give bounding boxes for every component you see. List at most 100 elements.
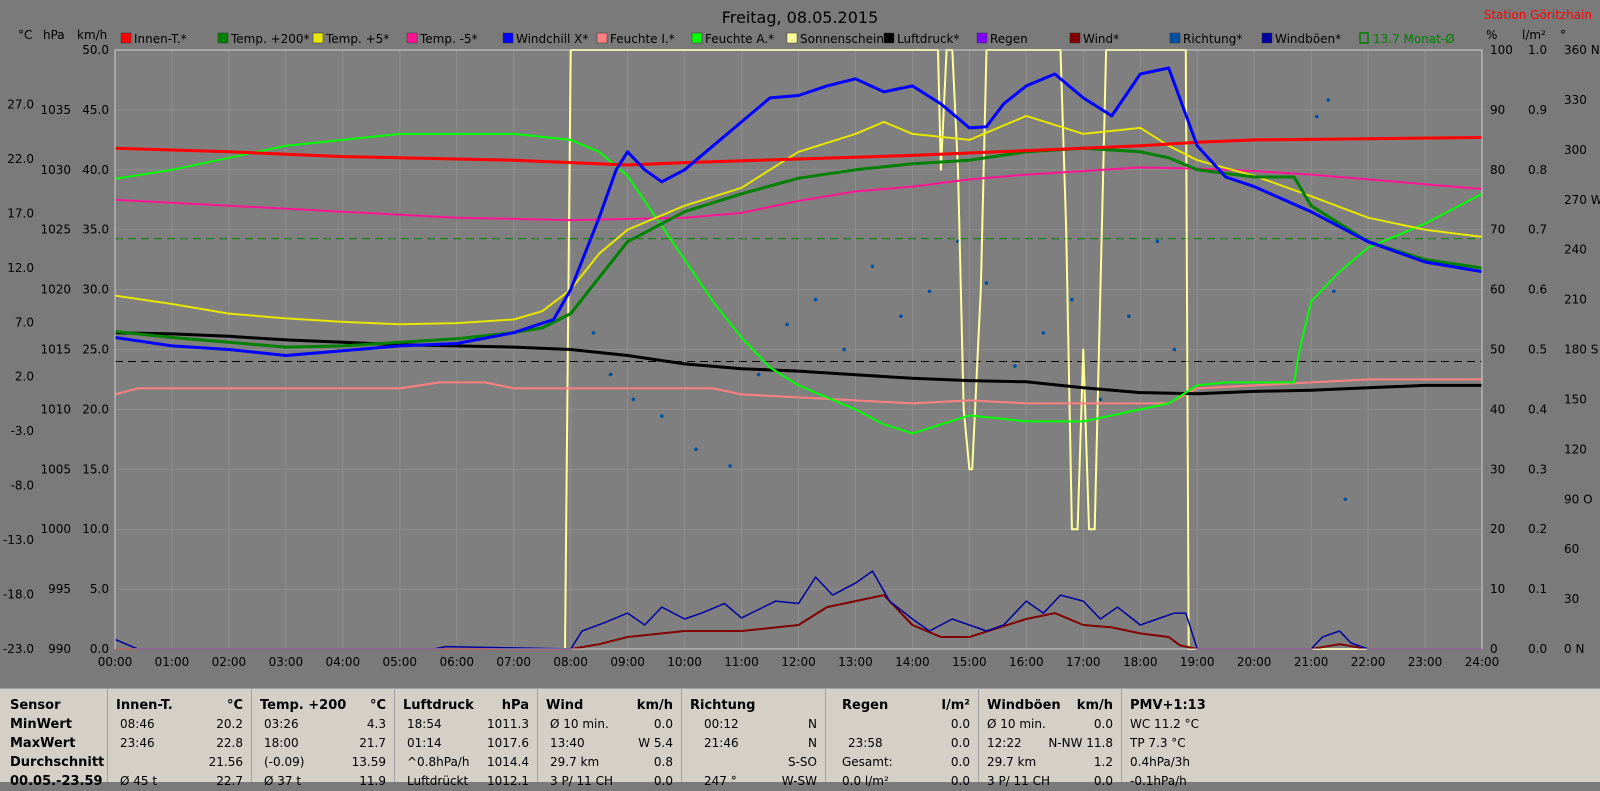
richtung-point — [1326, 98, 1331, 102]
temp200-max-time: 18:00 — [264, 736, 299, 750]
innen-avg-value: 21.56 — [208, 755, 243, 769]
kmh-tick-label: 30.0 — [82, 283, 109, 297]
wind-extra-value: 0.0 — [653, 774, 673, 788]
richtung-point — [591, 331, 596, 335]
wind-header: Wind — [546, 698, 584, 713]
richtung-max-time: 21:46 — [704, 736, 739, 750]
rain-tick-label: 0.6 — [1528, 283, 1547, 297]
hpa-tick-label: 1005 — [40, 462, 71, 476]
summary-regen-panel: Regen l/m² 0.0 23:58 0.0 Gesamt: 0.0 0.0 l/… — [826, 689, 979, 788]
chart-title: Freitag, 08.05.2015 — [722, 8, 879, 27]
summary-wind-panel: Wind km/h Ø 10 min. 0.0 13:40 W 5.4 29.7 km… — [538, 689, 682, 788]
summary-richtung-panel: Richtung 00:12 N 21:46 N S-SO 247 ° W-SW — [682, 689, 826, 788]
rain-tick-label: 0.7 — [1528, 223, 1547, 237]
x-tick-label: 00:00 — [98, 655, 133, 669]
percent-tick-label: 90 — [1490, 103, 1505, 117]
regen-max-time: 23:58 — [848, 736, 883, 750]
windboeen-min-time: Ø 10 min. — [987, 717, 1046, 731]
direction-tick-label: 360 N — [1564, 43, 1600, 57]
x-tick-label: 13:00 — [838, 655, 873, 669]
x-tick-label: 09:00 — [610, 655, 645, 669]
temp-tick-label: -13.0 — [3, 533, 34, 547]
richtung-point — [842, 347, 846, 352]
temp200-header: Temp. +200 — [260, 698, 347, 713]
temp-tick-label: -8.0 — [11, 479, 34, 493]
legend-label: Sonnenschein — [800, 32, 884, 46]
legend-label: Temp. +5* — [325, 32, 389, 46]
x-tick-label: 21:00 — [1294, 655, 1329, 669]
wind-distance: 29.7 km — [550, 755, 600, 769]
wind-max-time: 13:40 — [550, 736, 585, 750]
x-tick-label: 22:00 — [1351, 655, 1386, 669]
innen-min-value: 20.2 — [216, 717, 243, 731]
windboeen-unit: km/h — [1076, 698, 1113, 713]
data-series — [114, 49, 1483, 650]
richtung-point — [1343, 497, 1348, 502]
luftdruck-max-time: 01:14 — [407, 736, 442, 750]
summary-table: Sensor MinWert MaxWert Durchschnitt 00.0… — [0, 688, 1600, 789]
temp-tick-label: -18.0 — [3, 588, 34, 602]
temp-tick-label: -3.0 — [11, 424, 34, 438]
direction-tick-label: 180 S — [1564, 343, 1598, 357]
richtung-point — [660, 414, 664, 418]
luftdruck-min-value: 1011.3 — [487, 717, 529, 731]
windboeen-extra-note: 3 P/ 11 CH — [987, 774, 1051, 788]
direction-tick-label: 240 — [1564, 243, 1587, 257]
temp-tick-label: 17.0 — [7, 206, 34, 220]
direction-tick-label: 150 — [1564, 392, 1587, 406]
temp-tick-label: 27.0 — [7, 97, 34, 111]
percent-tick-label: 0 — [1490, 642, 1498, 656]
temp-tick-label: 2.0 — [15, 370, 34, 384]
richtung-max-value: N — [808, 736, 817, 750]
richtung-point — [927, 289, 932, 294]
pmv-pressure-trend-3h: 0.4hPa/3h — [1130, 755, 1191, 769]
temp200-unit: °C — [369, 698, 386, 713]
x-tick-label: 07:00 — [496, 655, 531, 669]
summary-luftdruck-panel: Luftdruck hPa 18:54 1011.3 01:14 1017.6 ^0.… — [395, 689, 538, 788]
hpa-tick-label: 1015 — [40, 343, 71, 357]
series-richtung — [591, 98, 1348, 502]
kmh-tick-label: 25.0 — [82, 343, 109, 357]
rain-tick-label: 0.1 — [1528, 582, 1547, 596]
x-tick-label: 10:00 — [667, 655, 702, 669]
direction-tick-label: 60 — [1564, 542, 1579, 556]
legend-label: Wind* — [1083, 32, 1119, 46]
summary-innen-panel: Innen-T. °C 08:46 20.2 23:46 22.8 21.56 Ø 4… — [108, 689, 252, 788]
x-tick-label: 06:00 — [439, 655, 474, 669]
temp200-avg-note: (-0.09) — [264, 755, 305, 769]
windboeen-max-time: 12:22 — [987, 736, 1022, 750]
pmv-pressure-trend-1h: -0.1hPa/h — [1130, 774, 1187, 788]
innen-extra-value: 22.7 — [216, 774, 243, 788]
x-tick-label: 18:00 — [1123, 655, 1158, 669]
kmh-tick-label: 40.0 — [82, 163, 109, 177]
legend-swatch — [691, 32, 703, 44]
richtung-point — [813, 297, 818, 302]
temp200-avg-value: 13.59 — [351, 755, 386, 769]
sensor-header: Sensor — [10, 698, 61, 713]
rain-tick-label: 1.0 — [1528, 43, 1547, 57]
regen-min-value: 0.0 — [950, 717, 970, 731]
x-tick-label: 05:00 — [382, 655, 417, 669]
richtung-point — [899, 314, 903, 319]
percent-tick-label: 50 — [1490, 343, 1505, 357]
legend-swatch — [1069, 32, 1081, 44]
legend-label: Feuchte A.* — [705, 32, 774, 46]
temp200-min-time: 03:26 — [264, 717, 299, 731]
percent-tick-label: 30 — [1490, 462, 1505, 476]
regen-extra-note: 0.0 l/m² — [842, 774, 889, 788]
percent-tick-label: 10 — [1490, 582, 1505, 596]
temp-tick-label: -23.0 — [3, 642, 34, 656]
kmh-tick-label: 5.0 — [90, 582, 109, 596]
plot-frame — [114, 49, 1483, 650]
x-tick-label: 24:00 — [1465, 655, 1500, 669]
x-tick-label: 03:00 — [269, 655, 304, 669]
hpa-tick-label: 1020 — [40, 283, 71, 297]
rain-tick-label: 0.9 — [1528, 103, 1547, 117]
x-tick-label: 23:00 — [1408, 655, 1443, 669]
series-line-luftdruck — [114, 331, 1482, 396]
kmh-tick-label: 45.0 — [82, 103, 109, 117]
wind-unit: km/h — [636, 698, 673, 713]
hpa-tick-label: 1035 — [40, 103, 71, 117]
luftdruck-avg-value: 1014.4 — [487, 755, 529, 769]
percent-tick-label: 40 — [1490, 402, 1505, 416]
